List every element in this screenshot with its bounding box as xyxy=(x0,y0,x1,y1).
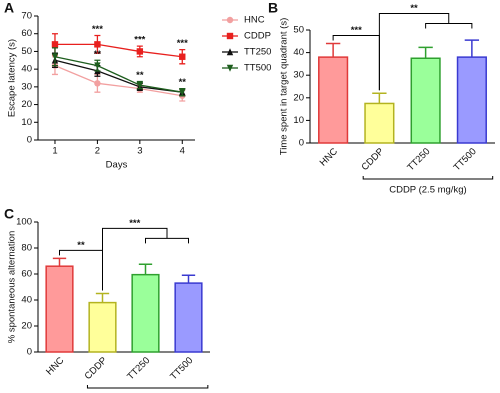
x-tick-label: 2 xyxy=(95,146,100,157)
line xyxy=(54,43,183,58)
bracket xyxy=(378,13,450,91)
y-tick-label: 10 xyxy=(293,115,304,126)
y-tick-label: 0 xyxy=(27,135,32,146)
y-tick-label: 0 xyxy=(299,138,304,149)
error-bar xyxy=(325,42,341,58)
marker xyxy=(136,48,144,55)
x-tick-label: CDDP xyxy=(83,355,110,382)
x-tick-label: 1 xyxy=(52,146,57,157)
bar xyxy=(45,265,74,353)
significance: *** xyxy=(351,25,362,36)
group-label: CDDP (2.5 mg/kg) xyxy=(389,185,466,196)
significance: *** xyxy=(92,24,103,35)
marker xyxy=(226,48,234,56)
legend-label: HNC xyxy=(244,15,265,26)
x-tick-label: HNC xyxy=(318,146,340,168)
bracket xyxy=(145,237,189,244)
marker xyxy=(94,62,101,70)
line xyxy=(54,65,183,97)
y-tick-label: 70 xyxy=(21,11,32,22)
error-bar xyxy=(418,46,433,59)
significance: ** xyxy=(136,70,144,81)
marker xyxy=(51,41,59,48)
y-tick-label: 20 xyxy=(21,99,32,110)
significance: ** xyxy=(410,3,418,14)
y-tick-label: 60 xyxy=(21,28,32,39)
error-bar xyxy=(372,92,387,104)
y-tick-label: 50 xyxy=(21,46,32,57)
marker xyxy=(94,80,101,87)
x-tick-label: 3 xyxy=(137,146,142,157)
bar xyxy=(174,282,203,353)
x-tick-label: TT500 xyxy=(168,355,195,382)
x-tick-label: TT250 xyxy=(405,146,432,173)
error-bar xyxy=(181,274,196,284)
y-tick-label: 10 xyxy=(21,117,32,128)
y-tick-label: 40 xyxy=(293,47,304,58)
y-axis-title: % spontaneous alternation xyxy=(7,231,18,344)
y-tick-label: 20 xyxy=(21,321,32,332)
marker xyxy=(94,41,101,48)
y-tick-label: 100 xyxy=(16,217,32,228)
significance: *** xyxy=(177,38,188,49)
bar xyxy=(131,273,160,353)
marker xyxy=(226,32,234,40)
significance: *** xyxy=(134,35,145,46)
marker xyxy=(51,53,59,61)
panel-label: B xyxy=(268,0,278,16)
x-tick-label: TT500 xyxy=(452,146,479,173)
y-axis-title: Time spent in target quadrant (s) xyxy=(279,18,290,155)
marker xyxy=(226,64,234,72)
y-tick-label: 30 xyxy=(293,70,304,81)
marker xyxy=(226,16,234,24)
error-bar xyxy=(138,263,153,275)
x-tick-label: CDDP xyxy=(359,146,386,173)
panel-label: C xyxy=(4,206,14,222)
marker xyxy=(179,53,186,60)
significance: ** xyxy=(179,77,187,88)
bar xyxy=(318,56,349,144)
group-line xyxy=(86,385,209,389)
error-bar xyxy=(464,39,480,58)
marker xyxy=(179,88,186,96)
legend-label: TT500 xyxy=(244,63,271,74)
bar xyxy=(88,301,117,353)
y-tick-label: 40 xyxy=(21,64,32,75)
bar xyxy=(364,102,395,144)
line xyxy=(54,56,183,93)
legend-label: CDDP xyxy=(244,31,271,42)
line xyxy=(54,59,183,93)
y-tick-label: 30 xyxy=(21,81,32,92)
significance: ** xyxy=(94,49,102,60)
panel-label: A xyxy=(4,0,14,16)
legend-label: TT250 xyxy=(244,47,271,58)
bar xyxy=(410,57,441,144)
y-tick-label: 40 xyxy=(21,295,32,306)
x-tick-label: TT250 xyxy=(125,355,152,382)
marker xyxy=(136,81,144,89)
x-axis-title: Days xyxy=(106,160,128,171)
y-tick-label: 20 xyxy=(293,92,304,103)
y-tick-label: 60 xyxy=(21,269,32,280)
y-tick-label: 0 xyxy=(27,347,32,358)
bar xyxy=(456,56,487,144)
group-line xyxy=(362,176,494,180)
significance: ** xyxy=(77,240,85,251)
significance: *** xyxy=(129,218,140,229)
error-bar xyxy=(52,257,67,267)
error-bar xyxy=(95,292,110,303)
y-axis-title: Escape latency (s) xyxy=(7,39,18,117)
y-tick-label: 80 xyxy=(21,243,32,254)
bracket xyxy=(425,23,473,29)
bracket xyxy=(102,227,168,291)
x-tick-label: 4 xyxy=(180,146,185,157)
y-tick-label: 50 xyxy=(293,25,304,36)
x-tick-label: HNC xyxy=(44,355,66,377)
